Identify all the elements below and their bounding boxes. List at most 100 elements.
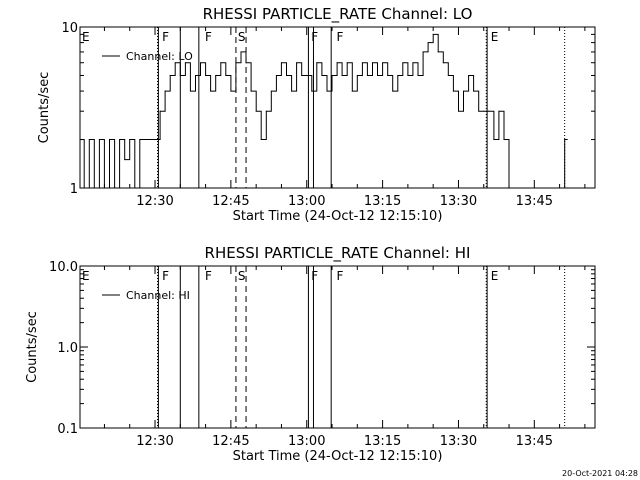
data-point	[412, 62, 414, 64]
chart-title: RHESSI PARTICLE_RATE Channel: LO	[203, 5, 473, 24]
x-tick-label: 12:30	[136, 434, 173, 449]
flag-label: F	[337, 30, 344, 44]
data-point	[184, 62, 186, 64]
data-point	[291, 90, 293, 92]
data-point	[371, 62, 373, 64]
chart-panel-0: RHESSI PARTICLE_RATE Channel: LO E F F S F F E C…	[37, 5, 596, 224]
x-tick-label: 13:15	[364, 434, 401, 449]
legend-entry: Channel: LO	[126, 50, 193, 63]
data-point	[286, 74, 288, 76]
data-point	[402, 62, 404, 64]
data-point	[356, 74, 358, 76]
data-point	[316, 62, 318, 64]
data-point	[154, 139, 156, 141]
y-axis-label: Counts/sec	[37, 72, 52, 144]
data-point	[422, 51, 424, 53]
data-point	[397, 74, 399, 76]
x-tick-label: 13:15	[364, 194, 401, 209]
data-point	[341, 74, 343, 76]
data-point	[452, 90, 454, 92]
data-point	[139, 139, 141, 141]
data-point	[463, 90, 465, 92]
data-point	[473, 90, 475, 92]
flag-label: F	[311, 30, 318, 44]
data-point	[311, 90, 313, 92]
data-point	[280, 62, 282, 64]
y-tick-label: 10	[61, 21, 78, 36]
chart-panel-1: RHESSI PARTICLE_RATE Channel: HI E F F S F F E C…	[25, 244, 596, 464]
x-tick-label: 12:30	[136, 194, 173, 209]
data-point	[296, 62, 298, 64]
flag-label: E	[82, 269, 90, 283]
data-point	[144, 139, 146, 141]
flag-label: F	[162, 30, 169, 44]
data-point	[164, 90, 166, 92]
data-point	[189, 90, 191, 92]
flag-label: E	[491, 30, 499, 44]
x-tick-label: 13:00	[288, 194, 325, 209]
data-point	[98, 139, 100, 141]
flag-label: F	[205, 30, 212, 44]
data-point	[210, 90, 212, 92]
data-point	[149, 139, 151, 141]
data-point	[119, 139, 121, 141]
data-point	[124, 159, 126, 161]
data-point	[250, 90, 252, 92]
data-point	[361, 62, 363, 64]
data-point	[275, 74, 277, 76]
data-point	[321, 74, 323, 76]
data-point	[564, 139, 566, 141]
data-point	[478, 110, 480, 112]
x-tick-label: 13:00	[288, 434, 325, 449]
data-point	[336, 62, 338, 64]
flag-label: S	[238, 30, 246, 44]
data-point	[387, 74, 389, 76]
data-point	[493, 139, 495, 141]
data-point	[407, 74, 409, 76]
legend-entry: Channel: HI	[126, 289, 190, 302]
data-point	[301, 74, 303, 76]
data-point	[159, 110, 161, 112]
data-point	[240, 51, 242, 53]
data-point	[245, 62, 247, 64]
x-tick-label: 13:45	[516, 434, 553, 449]
data-point	[225, 74, 227, 76]
x-tick-label: 12:45	[212, 194, 249, 209]
chart-title: RHESSI PARTICLE_RATE Channel: HI	[205, 244, 471, 263]
data-point	[174, 62, 176, 64]
data-point	[205, 74, 207, 76]
flag-label: E	[82, 30, 90, 44]
data-point	[179, 74, 181, 76]
data-point	[109, 139, 111, 141]
data-point	[392, 90, 394, 92]
data-point	[270, 90, 272, 92]
data-point	[200, 62, 202, 64]
flag-label: F	[311, 269, 318, 283]
data-point	[215, 74, 217, 76]
data-point	[331, 74, 333, 76]
x-axis-label: Start Time (24-Oct-12 12:15:10)	[233, 209, 443, 224]
data-point	[235, 62, 237, 64]
y-tick-label: 10.0	[49, 260, 78, 275]
data-point	[230, 90, 232, 92]
data-point	[265, 110, 267, 112]
data-point	[488, 110, 490, 112]
data-point	[346, 62, 348, 64]
flag-label: F	[162, 269, 169, 283]
data-point	[483, 110, 485, 112]
flag-label: S	[238, 269, 246, 283]
data-point	[447, 74, 449, 76]
plot-frame	[79, 26, 596, 189]
data-point	[457, 110, 459, 112]
y-tick-label: 1	[70, 182, 78, 197]
y-tick-label: 1.0	[57, 341, 78, 356]
flag-label: F	[205, 269, 212, 283]
flag-label: F	[337, 269, 344, 283]
data-point	[432, 33, 434, 35]
flag-label: E	[491, 269, 499, 283]
data-point	[129, 139, 131, 141]
data-point	[351, 90, 353, 92]
data-point	[255, 110, 257, 112]
data-point	[382, 62, 384, 64]
